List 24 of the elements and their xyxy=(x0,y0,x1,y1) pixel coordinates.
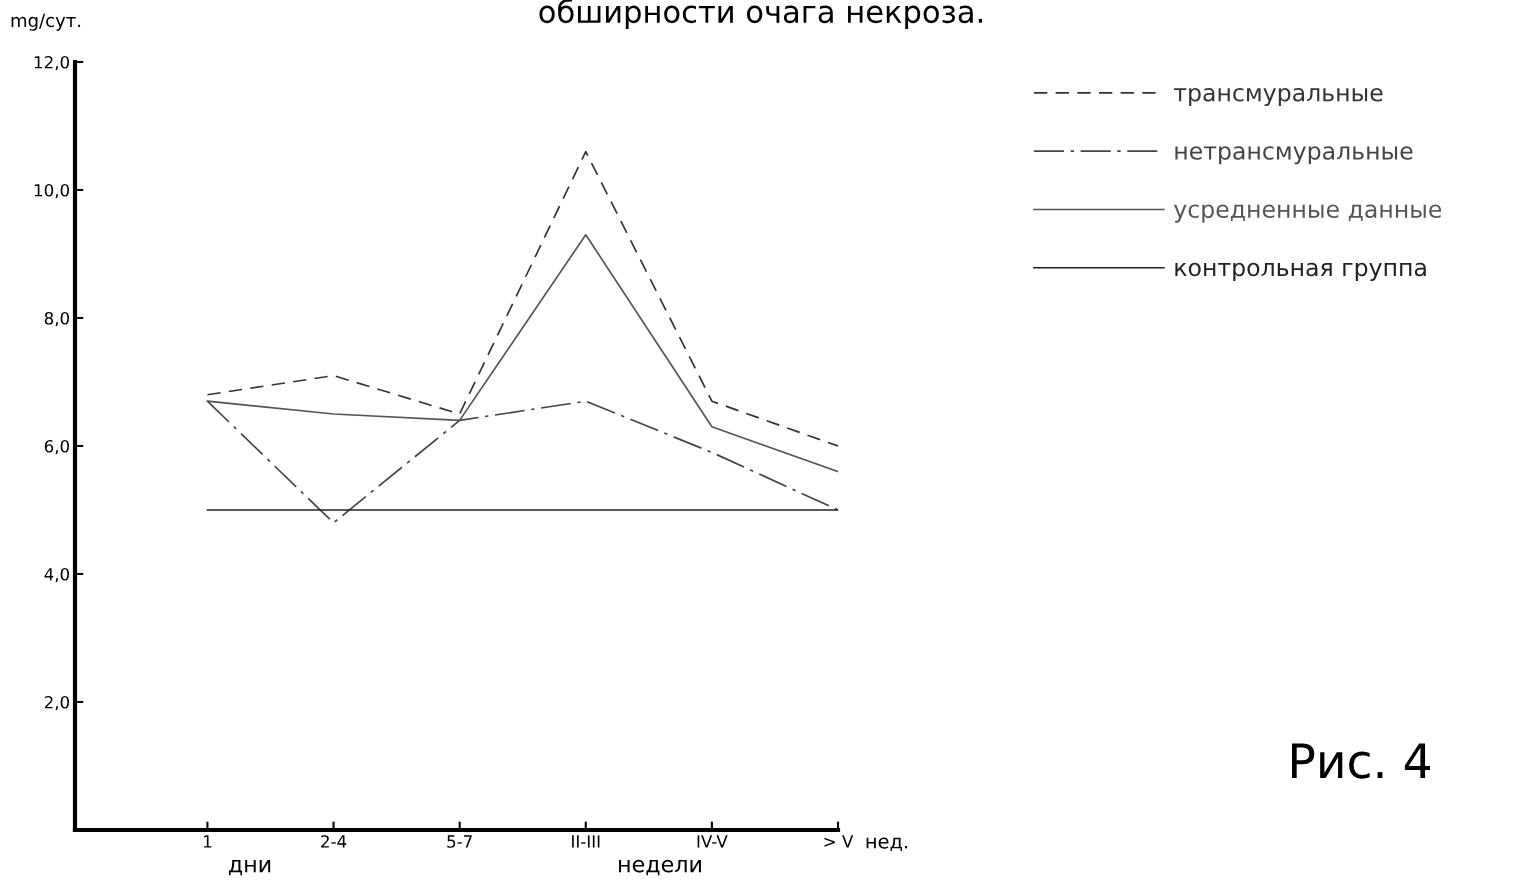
y-tick-label: 2,0 xyxy=(44,695,70,711)
line-series xyxy=(206,233,838,473)
text: нетрансмуральные xyxy=(1175,146,1413,165)
text: контрольная группа xyxy=(1175,262,1426,281)
text: усредненные данные xyxy=(1173,204,1442,223)
line-series xyxy=(206,400,838,524)
y-tick-label: 8,0 xyxy=(44,311,70,327)
x-tick-label: IV-V xyxy=(697,835,728,848)
line-series xyxy=(206,150,838,447)
x-tick-label: > V xyxy=(824,835,854,848)
x-tick-label: 2-4 xyxy=(321,835,347,848)
text: Рис. 4 xyxy=(1292,743,1430,779)
y-tick-label: 4,0 xyxy=(44,567,70,583)
y-tick-label: 10,0 xyxy=(34,183,70,199)
x-tick-label: II-III xyxy=(572,835,600,848)
text: недели xyxy=(619,859,701,876)
text: дни xyxy=(228,859,271,876)
y-tick-label: 6,0 xyxy=(44,439,70,455)
x-tick-label: 1 xyxy=(203,835,212,848)
y-axis-title: mg/сут. xyxy=(11,13,81,31)
x-tick-label: 5-7 xyxy=(447,835,472,848)
text: трансмуральные xyxy=(1173,87,1383,107)
y-tick-label: 12,0 xyxy=(34,55,70,71)
text: нед. xyxy=(866,837,908,852)
